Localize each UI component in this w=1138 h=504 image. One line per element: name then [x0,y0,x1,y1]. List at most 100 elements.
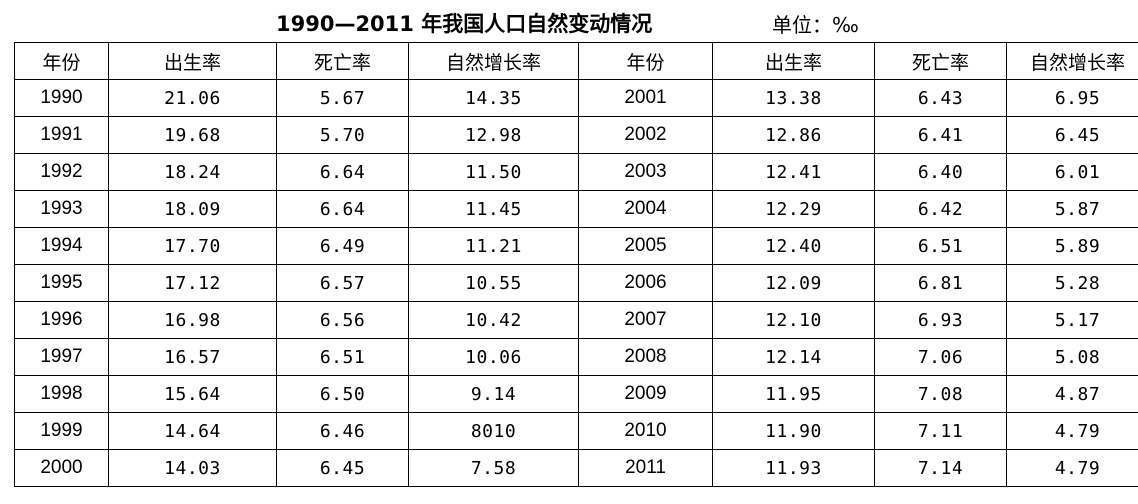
birth-rate-cell: 13.38 [712,79,875,117]
death-rate-cell: 6.51 [276,338,409,376]
year-cell: 2005 [578,227,713,265]
growth-rate-cell: 10.55 [408,264,579,302]
death-rate-cell: 6.40 [874,153,1007,191]
year-cell: 1999 [14,412,109,450]
death-rate-cell: 6.49 [276,227,409,265]
year-cell: 1993 [14,190,109,228]
growth-rate-cell: 6.45 [1006,116,1138,154]
header-growth-rate-1: 自然增长率 [408,42,579,80]
growth-rate-cell: 11.50 [408,153,579,191]
birth-rate-cell: 12.14 [712,338,875,376]
header-death-rate-1: 死亡率 [276,42,409,80]
year-cell: 2011 [578,449,713,487]
table-row: 1999 14.64 6.46 8010 2010 11.90 7.11 4.79 [14,412,1138,450]
table-row: 1998 15.64 6.50 9.14 2009 11.95 7.08 4.87 [14,375,1138,413]
year-cell: 2006 [578,264,713,302]
growth-rate-cell: 4.79 [1006,449,1138,487]
year-cell: 2007 [578,301,713,339]
death-rate-cell: 5.67 [276,79,409,117]
growth-rate-cell: 5.89 [1006,227,1138,265]
death-rate-cell: 6.81 [874,264,1007,302]
birth-rate-cell: 11.93 [712,449,875,487]
birth-rate-cell: 18.09 [108,190,277,228]
growth-rate-cell: 5.17 [1006,301,1138,339]
table-row: 2000 14.03 6.45 7.58 2011 11.93 7.14 4.79 [14,449,1138,487]
birth-rate-cell: 18.24 [108,153,277,191]
header-birth-rate-1: 出生率 [108,42,277,80]
table-title: 1990—2011 年我国人口自然变动情况 [276,12,653,36]
year-cell: 1994 [14,227,109,265]
death-rate-cell: 5.70 [276,116,409,154]
death-rate-cell: 6.56 [276,301,409,339]
death-rate-cell: 6.50 [276,375,409,413]
growth-rate-cell: 10.06 [408,338,579,376]
table-row: 1995 17.12 6.57 10.55 2006 12.09 6.81 5.28 [14,264,1138,302]
birth-rate-cell: 12.09 [712,264,875,302]
year-cell: 1998 [14,375,109,413]
header-row: 年份 出生率 死亡率 自然增长率 年份 出生率 死亡率 自然增长率 [14,42,1138,80]
birth-rate-cell: 21.06 [108,79,277,117]
table-row: 1992 18.24 6.64 11.50 2003 12.41 6.40 6.01 [14,153,1138,191]
year-cell: 1997 [14,338,109,376]
death-rate-cell: 6.57 [276,264,409,302]
year-cell: 2003 [578,153,713,191]
table-row: 1993 18.09 6.64 11.45 2004 12.29 6.42 5.87 [14,190,1138,228]
growth-rate-cell: 4.87 [1006,375,1138,413]
birth-rate-cell: 11.95 [712,375,875,413]
year-cell: 2008 [578,338,713,376]
growth-rate-cell: 4.79 [1006,412,1138,450]
birth-rate-cell: 12.86 [712,116,875,154]
death-rate-cell: 6.93 [874,301,1007,339]
birth-rate-cell: 16.57 [108,338,277,376]
birth-rate-cell: 11.90 [712,412,875,450]
population-table: 年份 出生率 死亡率 自然增长率 年份 出生率 死亡率 自然增长率 1990 21… [14,42,1138,487]
year-cell: 2004 [578,190,713,228]
unit-label: 单位：‰ [772,13,859,37]
death-rate-cell: 7.06 [874,338,1007,376]
death-rate-cell: 6.64 [276,190,409,228]
growth-rate-cell: 12.98 [408,116,579,154]
growth-rate-cell: 14.35 [408,79,579,117]
birth-rate-cell: 17.70 [108,227,277,265]
year-cell: 1995 [14,264,109,302]
death-rate-cell: 6.41 [874,116,1007,154]
year-cell: 1996 [14,301,109,339]
header-death-rate-2: 死亡率 [874,42,1007,80]
header-year-1: 年份 [14,42,109,80]
table-row: 1996 16.98 6.56 10.42 2007 12.10 6.93 5.17 [14,301,1138,339]
header-growth-rate-2: 自然增长率 [1006,42,1138,80]
table-row: 1997 16.57 6.51 10.06 2008 12.14 7.06 5.08 [14,338,1138,376]
growth-rate-cell: 10.42 [408,301,579,339]
growth-rate-cell: 5.08 [1006,338,1138,376]
birth-rate-cell: 12.41 [712,153,875,191]
death-rate-cell: 6.45 [276,449,409,487]
year-cell: 1990 [14,79,109,117]
table-row: 1994 17.70 6.49 11.21 2005 12.40 6.51 5.89 [14,227,1138,265]
year-cell: 2009 [578,375,713,413]
birth-rate-cell: 12.29 [712,190,875,228]
year-cell: 2000 [14,449,109,487]
birth-rate-cell: 14.03 [108,449,277,487]
header-birth-rate-2: 出生率 [712,42,875,80]
growth-rate-cell: 8010 [408,412,579,450]
birth-rate-cell: 17.12 [108,264,277,302]
birth-rate-cell: 14.64 [108,412,277,450]
growth-rate-cell: 11.21 [408,227,579,265]
birth-rate-cell: 12.40 [712,227,875,265]
table-row: 1990 21.06 5.67 14.35 2001 13.38 6.43 6.95 [14,79,1138,117]
death-rate-cell: 7.14 [874,449,1007,487]
year-cell: 2010 [578,412,713,450]
table-body: 1990 21.06 5.67 14.35 2001 13.38 6.43 6.95 1991 1… [14,79,1138,487]
title-row: 1990—2011 年我国人口自然变动情况 单位：‰ [0,6,1138,40]
growth-rate-cell: 6.95 [1006,79,1138,117]
birth-rate-cell: 16.98 [108,301,277,339]
growth-rate-cell: 5.87 [1006,190,1138,228]
growth-rate-cell: 11.45 [408,190,579,228]
birth-rate-cell: 12.10 [712,301,875,339]
growth-rate-cell: 5.28 [1006,264,1138,302]
header-year-2: 年份 [578,42,713,80]
death-rate-cell: 6.64 [276,153,409,191]
year-cell: 1991 [14,116,109,154]
year-cell: 2001 [578,79,713,117]
death-rate-cell: 7.11 [874,412,1007,450]
